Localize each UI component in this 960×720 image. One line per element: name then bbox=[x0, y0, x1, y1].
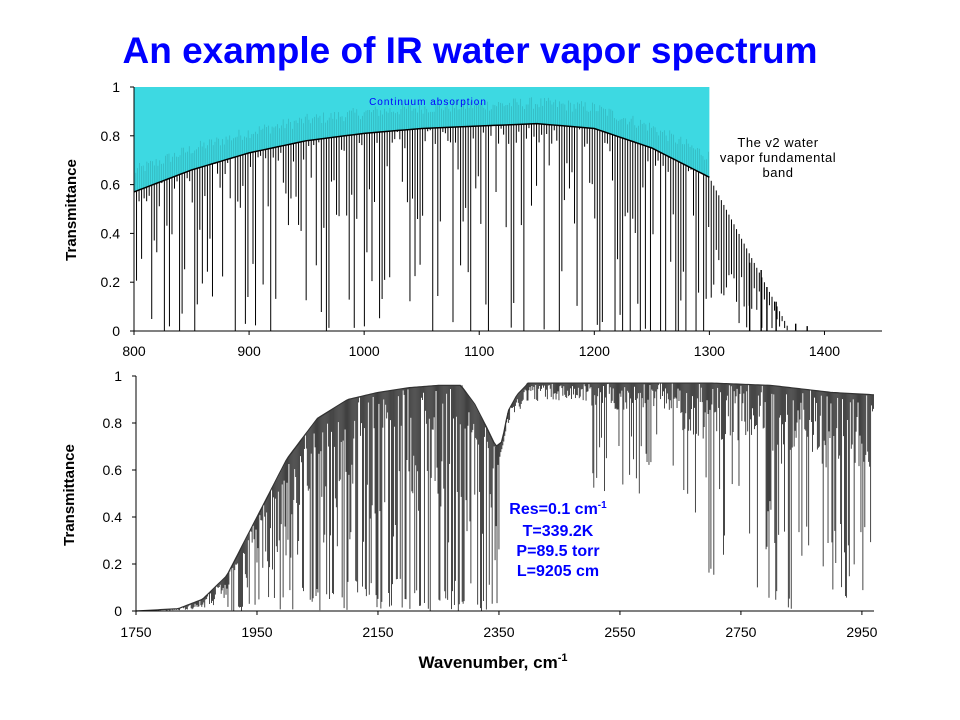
top-chart: 800 900 1000 1100 1200 1300 1400 0 0.2 0.4 0.6 0.8… bbox=[63, 79, 882, 359]
bottom-y-tick-label: 0.6 bbox=[103, 462, 123, 478]
top-y-tick-label: 0.4 bbox=[101, 225, 121, 241]
band-label-line-1: The v2 water bbox=[737, 135, 818, 150]
top-x-tick-label: 1300 bbox=[694, 343, 725, 359]
bottom-chart: 1750 1950 2150 2350 2550 2750 2950 00.20.40.60… bbox=[61, 368, 878, 672]
top-x-tick-label: 800 bbox=[122, 343, 146, 359]
top-y-axis-label: Transmittance bbox=[63, 159, 80, 261]
path-length-label: L=9205 cm bbox=[517, 563, 599, 580]
top-y-tick-label: 1 bbox=[112, 79, 120, 95]
top-x-tick-label: 1100 bbox=[464, 343, 494, 359]
top-spectrum-envelope bbox=[133, 122, 710, 193]
continuum-absorption-label: Continuum absorption bbox=[369, 97, 487, 108]
top-y-tick-label: 0 bbox=[112, 323, 120, 339]
top-y-tick-labels: 0 0.2 0.4 0.6 0.8 1 bbox=[101, 79, 121, 339]
bottom-x-tick-label: 1750 bbox=[120, 624, 151, 640]
temperature-label: T=339.2K bbox=[523, 523, 594, 540]
band-label-line-2: vapor fundamental bbox=[720, 150, 836, 165]
slide-title: An example of IR water vapor spectrum bbox=[122, 30, 818, 71]
x-axis-label-text: Wavenumber, cm bbox=[419, 653, 558, 672]
bottom-spectrum-envelope bbox=[135, 382, 875, 612]
x-axis-label-exponent: -1 bbox=[558, 652, 568, 664]
bottom-y-tick-label: 0.8 bbox=[103, 415, 123, 431]
bottom-y-tick-label: 1 bbox=[114, 368, 122, 384]
bottom-x-tick-labels: 1750 1950 2150 2350 2550 2750 2950 bbox=[120, 624, 877, 640]
top-y-tick-label: 0.8 bbox=[101, 128, 121, 144]
pressure-label: P=89.5 torr bbox=[516, 543, 599, 560]
bottom-y-axis-label: Transmittance bbox=[61, 444, 78, 546]
bottom-y-tick-label: 0 bbox=[114, 603, 122, 619]
continuum-absorption-region bbox=[134, 87, 710, 192]
bottom-x-tick-label: 2150 bbox=[362, 624, 393, 640]
bottom-x-tick-label: 2750 bbox=[725, 624, 756, 640]
top-axes bbox=[130, 86, 882, 335]
top-x-tick-label: 1200 bbox=[579, 343, 610, 359]
bottom-y-tick-labels: 0 0.2 0.4 0.6 0.8 1 bbox=[103, 368, 123, 619]
top-y-tick-label: 0.6 bbox=[101, 177, 121, 193]
top-spectrum-series bbox=[133, 123, 808, 331]
top-y-tick-label: 0.2 bbox=[101, 274, 121, 290]
bottom-x-axis-label: Wavenumber, cm-1 bbox=[419, 652, 568, 672]
top-x-tick-labels: 800 900 1000 1100 1200 1300 1400 bbox=[122, 343, 840, 359]
bottom-x-tick-label: 2350 bbox=[483, 624, 514, 640]
bottom-spectrum-series bbox=[136, 383, 874, 611]
bottom-y-tick-label: 0.2 bbox=[103, 556, 123, 572]
continuum-hatch bbox=[133, 97, 709, 192]
top-x-tick-label: 900 bbox=[237, 343, 261, 359]
top-x-tick-label: 1000 bbox=[349, 343, 380, 359]
bottom-x-tick-label: 1950 bbox=[241, 624, 272, 640]
bottom-y-tick-label: 0.4 bbox=[103, 509, 123, 525]
band-label-line-3: band bbox=[763, 165, 794, 180]
resolution-exponent: -1 bbox=[598, 500, 607, 511]
resolution-label: Res=0.1 cm-1 bbox=[509, 500, 607, 518]
top-x-tick-label: 1400 bbox=[809, 343, 840, 359]
bottom-x-tick-label: 2550 bbox=[604, 624, 635, 640]
bottom-x-tick-label: 2950 bbox=[846, 624, 877, 640]
resolution-text: Res=0.1 cm bbox=[509, 501, 598, 518]
bottom-axes bbox=[132, 375, 874, 615]
